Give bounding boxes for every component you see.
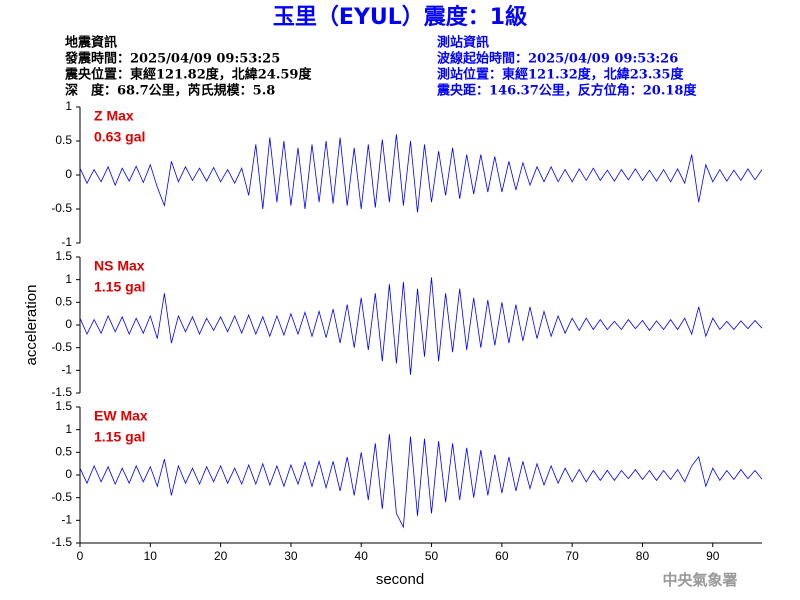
y-tick-label: 0.5: [55, 133, 72, 147]
y-tick-label: 0.5: [55, 445, 72, 459]
max-annotation: 0.63 gal: [94, 129, 145, 145]
earthquake-info: 地震資訊 發震時間：2025/04/09 09:53:25 震央位置：東經121…: [64, 35, 312, 99]
y-tick-label: 0: [65, 467, 72, 481]
y-tick-label: -1: [61, 235, 72, 249]
info-line: 震央距：146.37公里，反方位角：20.18度: [436, 83, 697, 99]
x-tick-label: 80: [636, 549, 650, 563]
max-annotation: 1.15 gal: [94, 429, 145, 445]
info-line: 波線起始時間：2025/04/09 09:53:26: [437, 51, 678, 67]
y-tick-label: 0: [65, 167, 72, 181]
station-info: 測站資訊 波線起始時間：2025/04/09 09:53:26 測站位置：東經1…: [436, 35, 697, 99]
y-tick-label: 1: [65, 99, 72, 113]
max-annotation: 1.15 gal: [94, 279, 145, 295]
y-tick-label: 1.5: [55, 249, 72, 263]
y-tick-label: 1: [65, 422, 72, 436]
y-tick-label: -1.5: [51, 385, 72, 399]
y-tick-label: -0.5: [51, 201, 72, 215]
x-tick-label: 20: [214, 549, 228, 563]
info-line: 地震資訊: [65, 35, 117, 51]
max-annotation: EW Max: [94, 408, 148, 424]
x-tick-label: 60: [495, 549, 509, 563]
info-line: 測站資訊: [437, 35, 489, 51]
max-annotation: Z Max: [94, 108, 134, 124]
y-tick-label: -0.5: [51, 340, 72, 354]
y-tick-label: 0.5: [55, 295, 72, 309]
y-tick-label: -1.5: [51, 535, 72, 549]
waveform: [79, 134, 763, 213]
info-line: 深 度：68.7公里，芮氏規模：5.8: [65, 83, 275, 99]
x-tick-label: 30: [284, 549, 298, 563]
waveform: [79, 277, 763, 375]
info-line: 發震時間：2025/04/09 09:53:25: [64, 51, 280, 67]
watermark: 中央氣象署: [662, 571, 737, 589]
x-tick-label: 0: [77, 549, 84, 563]
x-tick-label: 50: [425, 549, 439, 563]
y-tick-label: -1: [61, 363, 72, 377]
y-tick-label: -0.5: [51, 490, 72, 504]
y-axis-label: acceleration: [23, 285, 40, 366]
y-tick-label: 1: [65, 272, 72, 286]
info-line: 震央位置：東經121.82度，北緯24.59度: [64, 67, 312, 83]
y-tick-label: 0: [65, 317, 72, 331]
x-tick-label: 10: [144, 549, 158, 563]
x-tick-label: 70: [565, 549, 579, 563]
y-tick-label: -1: [61, 513, 72, 527]
x-tick-label: 40: [355, 549, 369, 563]
x-tick-label: 90: [706, 549, 720, 563]
info-line: 測站位置：東經121.32度，北緯23.35度: [437, 67, 684, 83]
max-annotation: NS Max: [94, 258, 145, 274]
y-tick-label: 1.5: [55, 399, 72, 413]
page-title: 玉里（EYUL）震度：1級: [273, 4, 527, 30]
x-axis-label: second: [376, 571, 424, 588]
waveform: [79, 434, 763, 529]
